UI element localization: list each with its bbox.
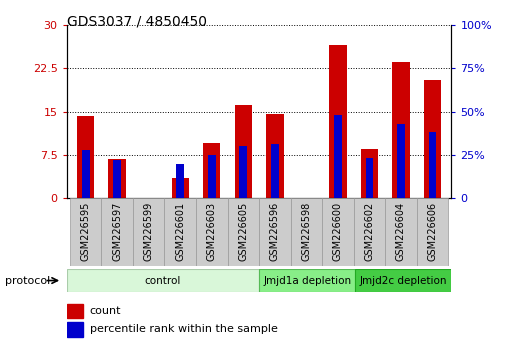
Text: protocol: protocol <box>5 275 50 286</box>
Bar <box>329 45 347 198</box>
Bar <box>176 164 184 198</box>
Bar <box>133 198 165 266</box>
Bar <box>240 146 247 198</box>
Bar <box>322 198 353 266</box>
Text: GSM226595: GSM226595 <box>81 202 91 261</box>
Text: GSM226604: GSM226604 <box>396 202 406 261</box>
Bar <box>259 269 355 292</box>
Bar <box>266 114 284 198</box>
Bar <box>417 198 448 266</box>
Bar <box>385 198 417 266</box>
Text: GSM226597: GSM226597 <box>112 202 122 261</box>
Text: GSM226605: GSM226605 <box>239 202 248 261</box>
Bar <box>70 198 102 266</box>
Bar <box>208 155 215 198</box>
Bar <box>397 124 405 198</box>
Bar <box>67 322 83 337</box>
Text: GSM226601: GSM226601 <box>175 202 185 261</box>
Bar <box>428 132 437 198</box>
Bar <box>102 198 133 266</box>
Bar <box>234 104 252 198</box>
Text: count: count <box>90 306 121 316</box>
Text: GSM226606: GSM226606 <box>427 202 438 261</box>
Bar <box>82 150 90 198</box>
Text: GSM226598: GSM226598 <box>301 202 311 261</box>
Bar <box>165 198 196 266</box>
Text: GSM226603: GSM226603 <box>207 202 217 261</box>
Bar <box>365 158 373 198</box>
Text: GSM226599: GSM226599 <box>144 202 154 261</box>
Bar <box>196 198 228 266</box>
Text: GSM226602: GSM226602 <box>364 202 374 261</box>
Bar <box>228 198 259 266</box>
Text: percentile rank within the sample: percentile rank within the sample <box>90 324 278 334</box>
Bar <box>113 160 121 198</box>
Bar <box>67 269 259 292</box>
Text: GSM226600: GSM226600 <box>333 202 343 261</box>
Bar <box>203 143 221 198</box>
Bar <box>108 159 126 198</box>
Bar <box>271 144 279 198</box>
Text: Jmjd1a depletion: Jmjd1a depletion <box>263 275 351 286</box>
Bar <box>259 198 290 266</box>
Bar <box>67 304 83 319</box>
Bar <box>355 269 451 292</box>
Bar <box>171 178 189 198</box>
Text: GSM226596: GSM226596 <box>270 202 280 261</box>
Bar <box>353 198 385 266</box>
Text: Jmjd2c depletion: Jmjd2c depletion <box>360 275 447 286</box>
Bar <box>334 115 342 198</box>
Bar <box>290 198 322 266</box>
Bar <box>424 80 441 198</box>
Bar <box>361 149 378 198</box>
Text: GDS3037 / 4850450: GDS3037 / 4850450 <box>67 14 207 28</box>
Text: control: control <box>145 275 181 286</box>
Bar <box>392 62 410 198</box>
Bar <box>77 116 94 198</box>
